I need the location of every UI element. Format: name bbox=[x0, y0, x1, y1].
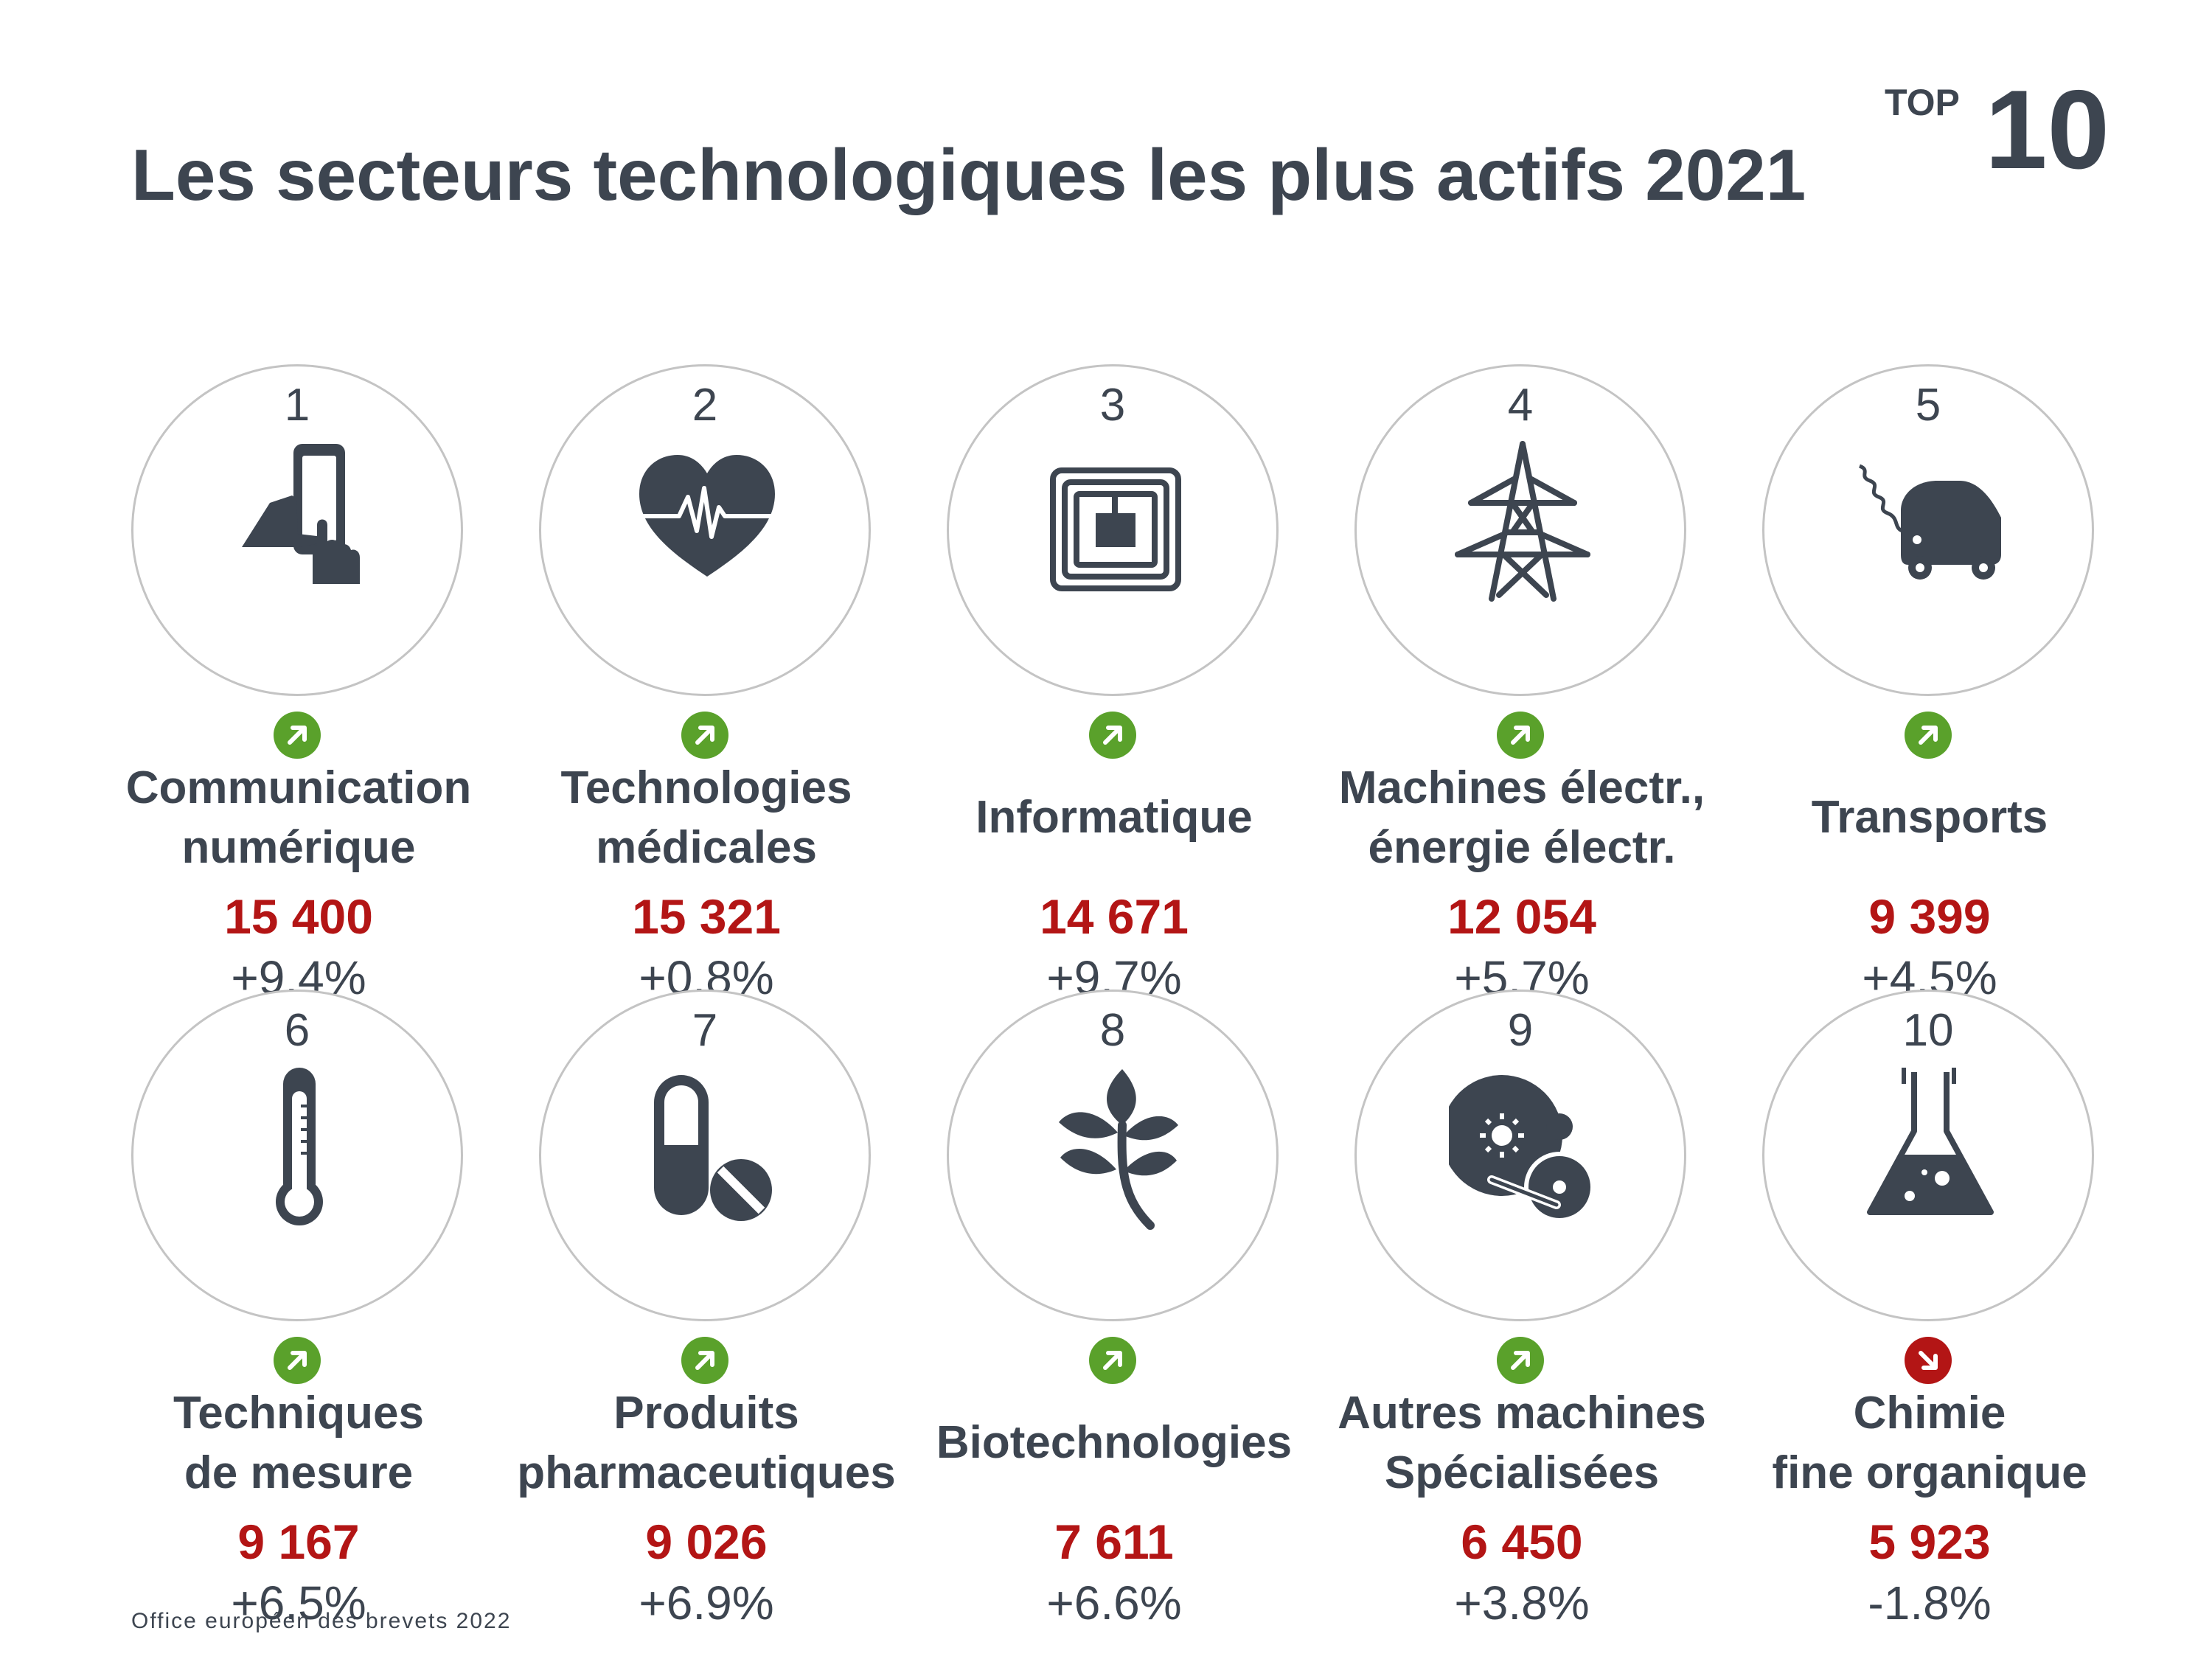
growth-percent: +6.9% bbox=[500, 1579, 913, 1627]
sector-name-line2: énergie électr. bbox=[1339, 818, 1705, 877]
flask-icon bbox=[1857, 1062, 2004, 1231]
sector-name: Autres machinesSpécialisées bbox=[1286, 1380, 1758, 1506]
heart-pulse-icon bbox=[633, 437, 781, 606]
rank-number: 7 bbox=[541, 1008, 869, 1054]
trend-up-icon bbox=[681, 1337, 728, 1384]
rank-number: 8 bbox=[949, 1008, 1276, 1054]
icon-circle: 9 bbox=[1354, 990, 1686, 1321]
sector-card: 2Technologiesmédicales15 321+0.8% bbox=[500, 364, 913, 969]
sector-name: Machines électr.,énergie électr. bbox=[1286, 755, 1758, 880]
trend-down-icon bbox=[1905, 1337, 1952, 1384]
trend-up-icon bbox=[1905, 712, 1952, 759]
sector-name: Technologiesmédicales bbox=[470, 755, 942, 880]
sector-card: 7Produitspharmaceutiques9 026+6.9% bbox=[500, 990, 913, 1594]
trend-up-icon bbox=[681, 712, 728, 759]
rank-number: 9 bbox=[1357, 1008, 1684, 1054]
patent-count: 12 054 bbox=[1315, 892, 1728, 941]
patent-count: 15 400 bbox=[92, 892, 505, 941]
rank-number: 6 bbox=[133, 1008, 461, 1054]
patent-count: 5 923 bbox=[1723, 1517, 2136, 1566]
sector-name-line1: Produits bbox=[517, 1383, 895, 1443]
sector-name-line1: Machines électr., bbox=[1339, 758, 1705, 818]
sector-name-line1: Technologies bbox=[560, 758, 852, 818]
page-title: Les secteurs technologiques les plus act… bbox=[131, 139, 1806, 211]
sector-name-line1: Chimie bbox=[1772, 1383, 2087, 1443]
sector-name-line1: Informatique bbox=[975, 787, 1252, 847]
sector-name-line2: pharmaceutiques bbox=[517, 1443, 895, 1503]
trend-up-icon bbox=[1497, 1337, 1544, 1384]
sector-card: 5Transports9 399+4.5% bbox=[1723, 364, 2136, 969]
machine-gears-icon bbox=[1449, 1062, 1596, 1231]
sector-name: Biotechnologies bbox=[878, 1380, 1350, 1506]
icon-circle: 3 bbox=[947, 364, 1279, 696]
patent-count: 9 399 bbox=[1723, 892, 2136, 941]
sector-card: 4Machines électr.,énergie électr.12 054+… bbox=[1315, 364, 1728, 969]
patent-count: 9 026 bbox=[500, 1517, 913, 1566]
sector-name: Chimiefine organique bbox=[1694, 1380, 2166, 1506]
patent-count: 14 671 bbox=[908, 892, 1321, 941]
icon-circle: 7 bbox=[539, 990, 871, 1321]
sector-name-line1: Autres machines bbox=[1338, 1383, 1706, 1443]
sector-name-line2: Spécialisées bbox=[1338, 1443, 1706, 1503]
chip-icon bbox=[1041, 437, 1189, 606]
icon-circle: 5 bbox=[1762, 364, 2094, 696]
sector-card: 9Autres machinesSpécialisées6 450+3.8% bbox=[1315, 990, 1728, 1594]
sector-name-line1: Communication bbox=[126, 758, 471, 818]
icon-circle: 10 bbox=[1762, 990, 2094, 1321]
tablet-hand-icon bbox=[226, 437, 373, 606]
rank-number: 3 bbox=[949, 383, 1276, 428]
sector-card: 3Informatique14 671+9.7% bbox=[908, 364, 1321, 969]
sector-name-line2: de mesure bbox=[173, 1443, 424, 1503]
trend-up-icon bbox=[1497, 712, 1544, 759]
sector-card: 6Techniquesde mesure9 167+6.5% bbox=[92, 990, 505, 1594]
pills-icon bbox=[633, 1062, 781, 1231]
rank-number: 2 bbox=[541, 383, 869, 428]
top-label: TOP bbox=[1885, 84, 1960, 121]
rank-number: 1 bbox=[133, 383, 461, 428]
sector-name-line1: Techniques bbox=[173, 1383, 424, 1443]
sector-name-line2: fine organique bbox=[1772, 1443, 2087, 1503]
icon-circle: 2 bbox=[539, 364, 871, 696]
patent-count: 9 167 bbox=[92, 1517, 505, 1566]
icon-circle: 8 bbox=[947, 990, 1279, 1321]
sector-name: Transports bbox=[1694, 755, 2166, 880]
growth-percent: +3.8% bbox=[1315, 1579, 1728, 1627]
sector-name: Techniquesde mesure bbox=[63, 1380, 535, 1506]
rank-number: 4 bbox=[1357, 383, 1684, 428]
growth-percent: +6.6% bbox=[908, 1579, 1321, 1627]
patent-count: 6 450 bbox=[1315, 1517, 1728, 1566]
sector-card: 1Communicationnumérique15 400+9.4% bbox=[92, 364, 505, 969]
top-number: 10 bbox=[1985, 74, 2110, 186]
patent-count: 7 611 bbox=[908, 1517, 1321, 1566]
trend-up-icon bbox=[274, 712, 321, 759]
sector-card: 8Biotechnologies7 611+6.6% bbox=[908, 990, 1321, 1594]
growth-percent: -1.8% bbox=[1723, 1579, 2136, 1627]
plant-icon bbox=[1041, 1062, 1189, 1231]
rank-number: 5 bbox=[1764, 383, 2092, 428]
trend-up-icon bbox=[1089, 1337, 1136, 1384]
power-pylon-icon bbox=[1449, 437, 1596, 606]
sector-name-line2: médicales bbox=[560, 818, 852, 877]
thermometer-icon bbox=[226, 1062, 373, 1231]
trend-up-icon bbox=[1089, 712, 1136, 759]
sector-name: Communicationnumérique bbox=[63, 755, 535, 880]
sector-card: 10Chimiefine organique5 923-1.8% bbox=[1723, 990, 2136, 1594]
source-credit: Office européen des brevets 2022 bbox=[131, 1610, 511, 1632]
sector-name-line2: numérique bbox=[126, 818, 471, 877]
patent-count: 15 321 bbox=[500, 892, 913, 941]
sector-name-line1: Biotechnologies bbox=[936, 1413, 1292, 1472]
sector-name-line1: Transports bbox=[1812, 787, 2048, 847]
icon-circle: 4 bbox=[1354, 364, 1686, 696]
trend-up-icon bbox=[274, 1337, 321, 1384]
sector-name: Produitspharmaceutiques bbox=[470, 1380, 942, 1506]
electric-car-icon bbox=[1857, 437, 2004, 606]
rank-number: 10 bbox=[1764, 1008, 2092, 1054]
icon-circle: 1 bbox=[131, 364, 463, 696]
icon-circle: 6 bbox=[131, 990, 463, 1321]
sector-name: Informatique bbox=[878, 755, 1350, 880]
